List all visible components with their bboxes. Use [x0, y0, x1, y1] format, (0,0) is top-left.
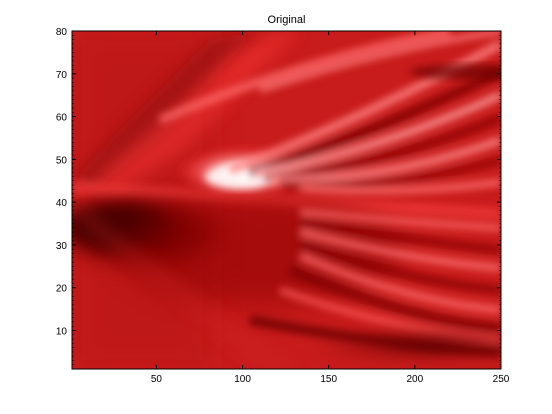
- y-tick-label: 70: [56, 70, 68, 81]
- x-tick-label: 150: [320, 374, 337, 385]
- y-tick-label: 60: [56, 113, 68, 124]
- heatmap-upper-wedge: [72, 31, 260, 190]
- plot-frame: [71, 30, 502, 370]
- y-tick-label: 40: [56, 198, 68, 209]
- heatmap-bottom-dark: [310, 329, 501, 361]
- heatmap-top-dark: [410, 64, 501, 80]
- heatmap-upper-streaks: [158, 31, 501, 195]
- y-tick-label: 20: [56, 284, 68, 295]
- x-tick-label: 250: [493, 374, 510, 385]
- x-tick-label: 100: [234, 374, 251, 385]
- y-tick-label: 30: [56, 241, 68, 252]
- y-axis: 10 20 30 40 50 60 70 80: [56, 27, 501, 370]
- heatmap-upper-bright-wedge: [90, 31, 300, 190]
- x-tick-label: 200: [407, 374, 424, 385]
- heatmap-dark-tail: [120, 195, 400, 305]
- x-axis: 50 100 150 200 250: [151, 31, 510, 385]
- y-tick-label: 10: [56, 326, 68, 337]
- heatmap-field: [72, 31, 501, 369]
- chart-title: Original: [268, 14, 306, 26]
- y-tick-label: 50: [56, 155, 68, 166]
- y-tick-label: 80: [56, 27, 68, 38]
- x-tick-label: 50: [151, 374, 163, 385]
